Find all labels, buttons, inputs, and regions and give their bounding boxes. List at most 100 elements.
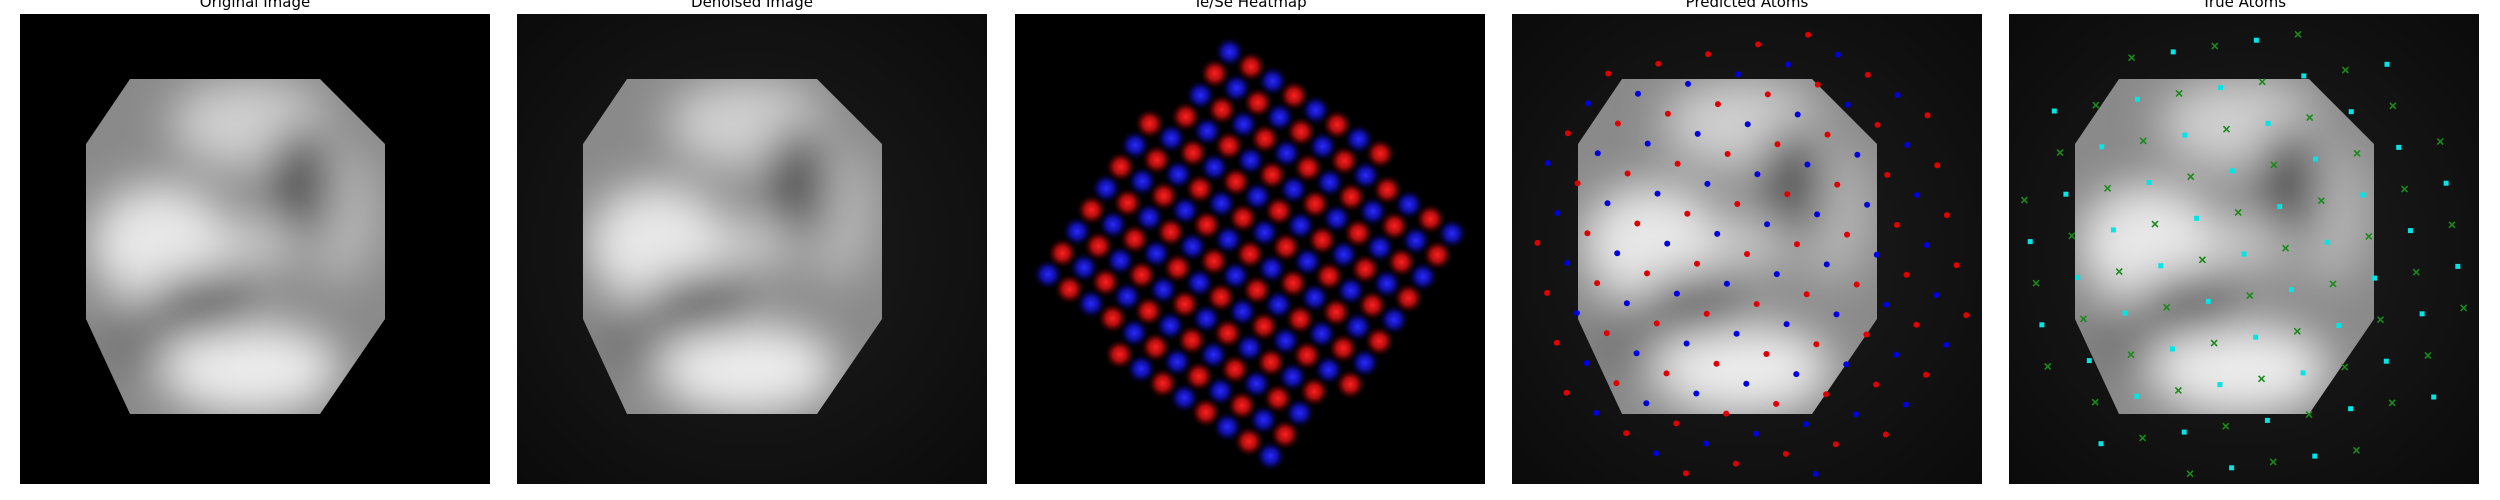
- true-se-square: [2253, 334, 2259, 340]
- se-blob: [1307, 131, 1338, 162]
- te-blob: [1350, 254, 1381, 284]
- predicted-se-dot: [1894, 92, 1901, 99]
- te-blob: [1190, 397, 1221, 428]
- true-te-cross: [2329, 280, 2337, 288]
- true-te-cross: [2460, 304, 2468, 312]
- predicted-se-dot: [1893, 351, 1900, 358]
- te-blob: [1176, 325, 1207, 356]
- te-blob: [1328, 333, 1359, 364]
- predicted-se-dot: [1544, 160, 1551, 167]
- true-se-square: [2455, 263, 2461, 269]
- true-te-cross: [2293, 327, 2301, 335]
- se-blob: [1400, 225, 1431, 256]
- predicted-te-dot: [1663, 370, 1670, 377]
- se-blob: [1342, 311, 1373, 342]
- true-se-square: [2241, 251, 2247, 257]
- se-blob: [1378, 304, 1409, 335]
- predicted-se-dot: [1804, 161, 1811, 168]
- predicted-se-dot: [1654, 190, 1661, 197]
- predicted-te-dot: [1723, 410, 1730, 417]
- te-blob: [1083, 231, 1114, 261]
- true-se-square: [2099, 144, 2105, 150]
- true-te-cross: [2091, 398, 2099, 406]
- te-blob: [1386, 247, 1417, 277]
- true-se-square: [2122, 310, 2128, 316]
- true-se-square: [2158, 263, 2164, 269]
- te-blob: [1220, 354, 1250, 385]
- predicted-se-dot: [1723, 280, 1730, 287]
- te-blob: [1221, 166, 1251, 197]
- predicted-se-dot: [1604, 200, 1611, 207]
- se-blob: [1306, 318, 1337, 349]
- predicted-se-dot: [1943, 341, 1950, 348]
- true-se-square: [2110, 227, 2116, 233]
- predicted-se-dot: [1883, 301, 1890, 308]
- true-se-square: [2051, 108, 2057, 114]
- predicted-te-dot: [1653, 320, 1660, 327]
- true-te-cross: [2056, 149, 2064, 157]
- se-blob: [1278, 174, 1309, 205]
- predicted-te-dot: [1594, 280, 1601, 287]
- predicted-se-dot: [1673, 290, 1680, 297]
- predicted-te-dot: [1664, 110, 1671, 117]
- predicted-te-dot: [1774, 141, 1781, 148]
- true-te-cross: [2257, 375, 2266, 383]
- te-blob: [1170, 101, 1201, 132]
- te-blob: [1105, 151, 1136, 182]
- predicted-te-dot: [1623, 430, 1630, 437]
- se-blob: [1300, 95, 1331, 126]
- se-blob: [1169, 382, 1200, 413]
- te-blob: [1140, 332, 1171, 363]
- predicted-te-dot: [1764, 91, 1771, 98]
- se-blob: [1220, 260, 1251, 291]
- panel-predicted-atoms: Predicted Atoms: [1512, 0, 1982, 486]
- te-blob: [1214, 130, 1244, 161]
- te-blob: [1243, 87, 1273, 118]
- se-blob: [1393, 189, 1424, 220]
- te-blob: [1321, 297, 1352, 328]
- predicted-se-dot: [1803, 421, 1809, 428]
- predicted-te-dot: [1823, 391, 1830, 398]
- true-se-square: [2229, 168, 2235, 174]
- true-atoms-image: [2009, 14, 2479, 484]
- te-blob: [1134, 108, 1165, 139]
- predicted-te-dot: [1732, 460, 1739, 467]
- te-blob: [1357, 290, 1388, 321]
- predicted-se-dot: [1653, 450, 1660, 457]
- se-blob: [1248, 404, 1279, 435]
- te-blob: [1250, 123, 1280, 154]
- true-se-square: [2170, 346, 2175, 352]
- predicted-se-dot: [1933, 292, 1940, 298]
- predicted-se-dot: [1683, 340, 1690, 347]
- te-blob: [1329, 145, 1360, 176]
- predicted-se-dot: [1902, 401, 1909, 408]
- se-blob: [1105, 245, 1136, 276]
- predicted-te-dot: [1734, 201, 1741, 207]
- te-blob: [1415, 203, 1446, 234]
- panel-heatmap: Te/Se Heatmap: [1015, 0, 1485, 486]
- true-se-square: [2313, 156, 2318, 162]
- texture-group: [1582, 79, 1872, 414]
- te-blob: [1379, 210, 1410, 241]
- se-blob: [1255, 441, 1286, 471]
- true-se-square: [2063, 191, 2069, 197]
- predicted-te-dot: [1814, 81, 1821, 88]
- te-blob: [1235, 239, 1265, 269]
- true-te-cross: [2020, 196, 2028, 204]
- te-blob: [1263, 383, 1294, 414]
- predicted-te-dot: [1882, 431, 1889, 438]
- true-se-square: [2027, 239, 2033, 245]
- true-te-cross: [2388, 399, 2396, 407]
- te-blob: [1393, 283, 1424, 314]
- true-se-square: [2336, 323, 2342, 328]
- predicted-te-dot: [1603, 330, 1610, 337]
- true-te-cross: [2353, 149, 2361, 157]
- predicted-te-dot: [1924, 112, 1931, 119]
- se-blob: [1364, 232, 1395, 263]
- true-se-square: [2443, 180, 2449, 186]
- te-blob: [1148, 180, 1179, 211]
- te-blob: [1177, 137, 1208, 168]
- se-blob: [1076, 288, 1107, 319]
- se-blob: [1263, 289, 1294, 320]
- se-blob: [1162, 346, 1193, 377]
